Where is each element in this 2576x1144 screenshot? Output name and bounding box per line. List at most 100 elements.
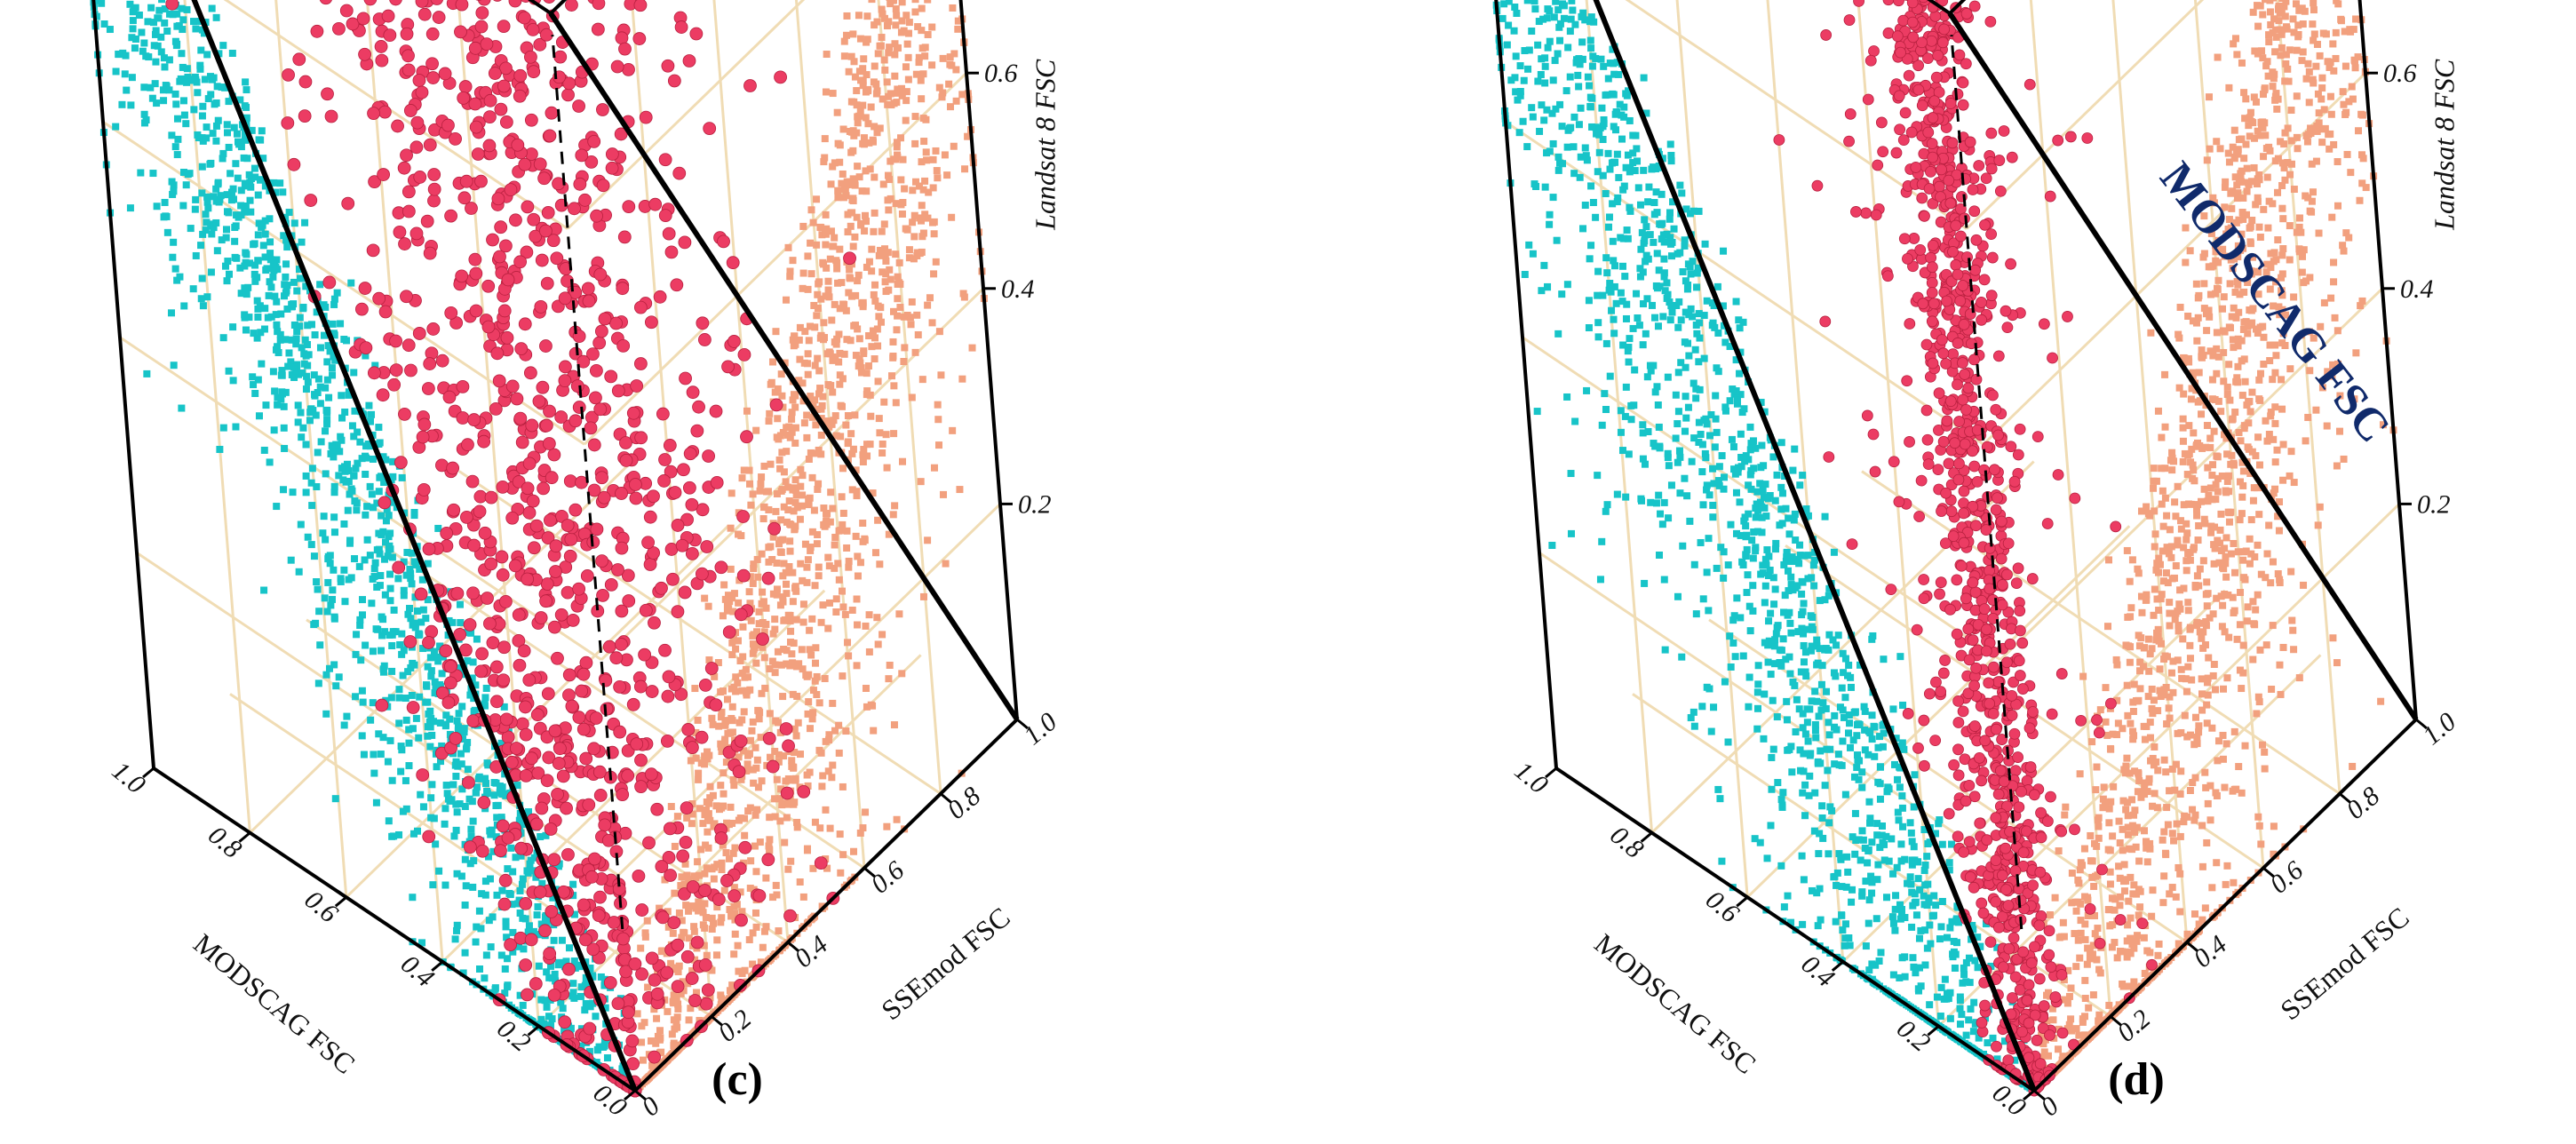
cyan-point: [310, 621, 318, 629]
peach-point: [839, 375, 847, 383]
cyan-point: [388, 776, 396, 784]
peach-point: [633, 1010, 641, 1018]
peach-point: [885, 18, 893, 26]
cyan-point: [273, 321, 281, 329]
cyan-point: [232, 160, 240, 168]
peach-point: [843, 31, 851, 39]
cyan-point: [126, 0, 134, 8]
peach-point: [820, 504, 828, 512]
peach-point: [758, 777, 766, 785]
peach-point: [755, 620, 763, 628]
peach-point: [670, 999, 678, 1007]
peach-point: [786, 547, 794, 555]
cyan-point: [180, 111, 188, 119]
peach-point: [703, 864, 711, 872]
cyan-point: [260, 325, 268, 333]
peach-point: [860, 347, 868, 355]
peach-point: [747, 857, 755, 865]
cyan-point: [405, 762, 413, 770]
cyan-point: [363, 536, 371, 544]
peach-point: [648, 1061, 656, 1069]
cyan-point: [212, 13, 220, 21]
cyan-point: [282, 388, 290, 396]
cyan-point: [316, 344, 324, 352]
cyan-point: [331, 356, 339, 364]
red-point: [589, 711, 603, 725]
cyan-point: [375, 730, 383, 738]
red-point: [626, 697, 640, 711]
cyan-point: [400, 558, 408, 566]
red-point: [572, 401, 586, 414]
red-point: [412, 327, 426, 340]
peach-point: [730, 950, 738, 958]
peach-point: [718, 859, 726, 867]
cyan-point: [257, 176, 265, 184]
cyan-point: [353, 506, 361, 514]
cyan-point: [254, 257, 262, 265]
red-point: [435, 354, 449, 368]
cyan-point: [179, 26, 187, 34]
peach-point: [792, 732, 800, 740]
peach-point: [685, 1016, 693, 1024]
cyan-point: [161, 198, 169, 206]
red-point: [366, 243, 380, 258]
cyan-point: [343, 712, 351, 720]
cyan-point: [324, 578, 332, 586]
cyan-point: [465, 795, 473, 803]
peach-point: [871, 62, 879, 70]
cyan-point: [225, 367, 233, 375]
cyan-point: [280, 486, 288, 494]
peach-point: [812, 421, 820, 429]
red-point: [494, 102, 508, 116]
peach-point: [863, 452, 871, 460]
cyan-point: [258, 360, 266, 368]
cyan-point: [518, 880, 526, 888]
cyan-point: [296, 322, 304, 330]
peach-point: [815, 446, 823, 454]
peach-point: [799, 576, 807, 584]
red-point: [444, 209, 457, 223]
cyan-point: [482, 951, 490, 959]
red-point: [814, 856, 828, 870]
red-point: [688, 994, 702, 1007]
peach-point: [904, 53, 912, 61]
peach-point: [726, 854, 734, 862]
red-point: [642, 836, 656, 850]
red-point: [372, 291, 386, 306]
cyan-point: [160, 213, 168, 221]
red-point: [498, 594, 513, 608]
peach-point: [867, 701, 875, 709]
cyan-point: [482, 780, 490, 788]
peach-point: [845, 652, 853, 660]
peach-point: [937, 371, 945, 379]
peach-point: [918, 376, 926, 384]
cyan-point: [202, 211, 210, 218]
peach-point: [764, 488, 772, 496]
cyan-point: [411, 593, 419, 601]
cyan-point: [497, 951, 505, 959]
peach-point: [673, 813, 681, 821]
red-point: [514, 342, 529, 356]
peach-point: [911, 0, 919, 4]
peach-point: [765, 842, 773, 850]
cyan-point: [493, 814, 501, 822]
cyan-point: [550, 936, 558, 944]
peach-point: [850, 847, 858, 855]
peach-point: [856, 559, 864, 567]
cyan-point: [179, 16, 187, 24]
cyan-point: [330, 661, 338, 669]
red-point: [722, 625, 736, 640]
peach-point: [860, 446, 868, 454]
peach-point: [831, 159, 839, 167]
cyan-point: [321, 594, 329, 602]
peach-point: [824, 767, 832, 775]
peach-point: [780, 752, 788, 760]
peach-point: [768, 894, 776, 902]
red-point: [661, 59, 675, 73]
peach-point: [724, 592, 732, 600]
red-point: [670, 278, 684, 292]
cyan-point: [212, 122, 220, 130]
peach-point: [692, 754, 700, 762]
peach-point: [893, 815, 901, 823]
peach-point: [871, 173, 879, 181]
